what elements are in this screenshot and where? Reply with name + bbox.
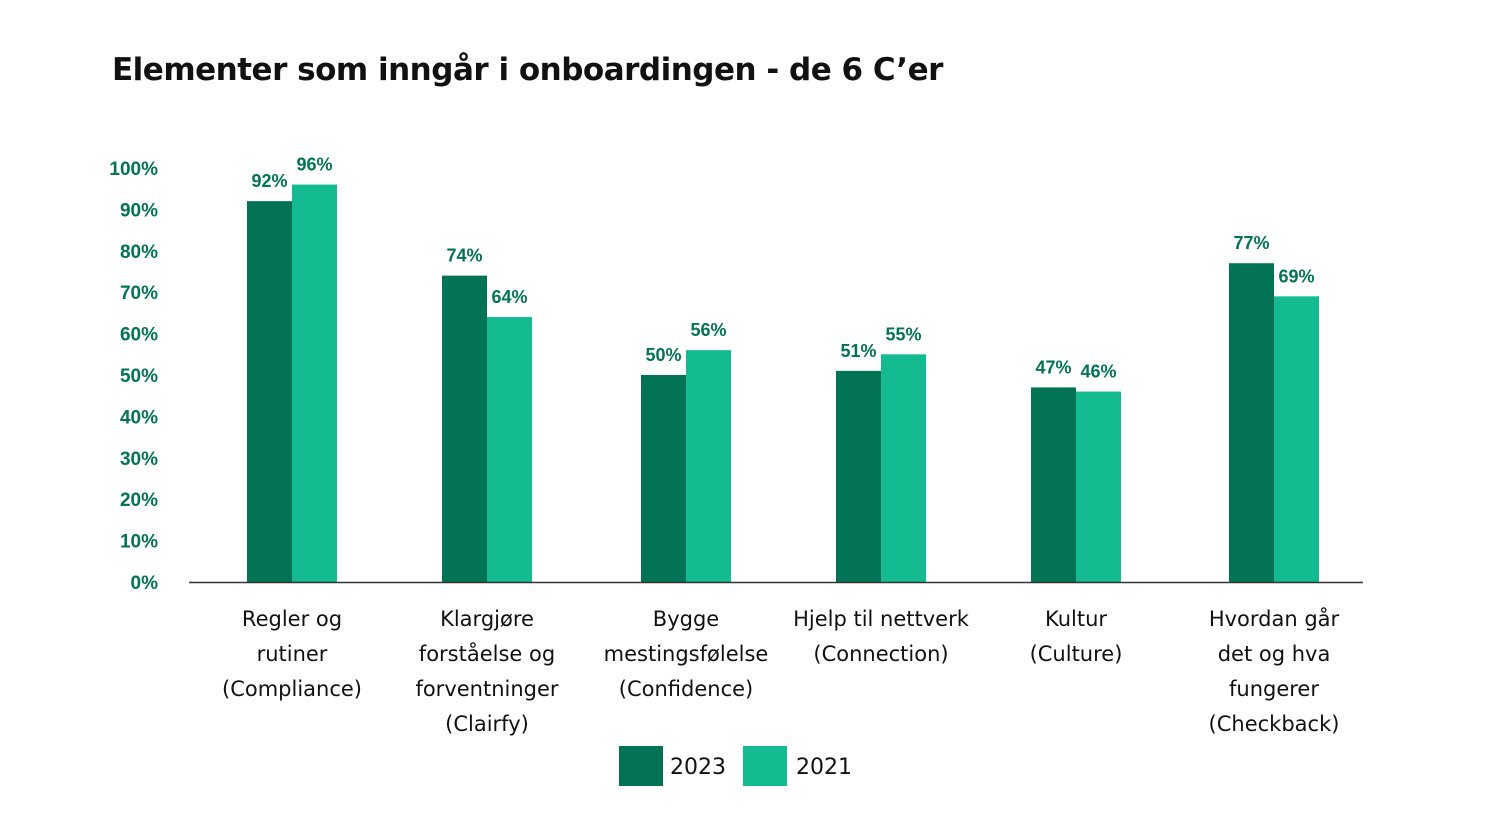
y-tick-label: 30% (120, 449, 158, 470)
category-label: Bygge mestingsfølelse (Confidence) (604, 607, 769, 701)
bar-2023-2 (641, 375, 686, 582)
bar-2023-1 (442, 275, 487, 582)
category-label-line: Kultur (1045, 607, 1107, 631)
bar-2023-5 (1229, 263, 1274, 582)
category-label-line: forståelse og (419, 641, 555, 666)
y-tick-label: 20% (120, 490, 158, 511)
y-axis-ticks: 0% 10% 20% 30% 40% 50% 60% 70% 80% 90% 100% (109, 159, 158, 594)
bar-2023-4 (1031, 387, 1076, 582)
data-label: 56% (690, 320, 726, 340)
y-tick-label: 80% (120, 242, 158, 263)
data-label: 50% (645, 345, 681, 365)
category-label: Hvordan går det og hva fungerer (Checkback) (1209, 606, 1340, 736)
y-tick-label: 40% (120, 407, 158, 428)
category-label: Klargjøre forståelse og forventninger (Clai… (415, 607, 558, 736)
category-label-line: Regler og (242, 607, 342, 631)
data-label: 55% (885, 324, 921, 344)
data-label: 92% (251, 171, 287, 191)
legend-label: 2023 (670, 755, 726, 780)
y-tick-label: 100% (109, 159, 158, 180)
category-label-line: (Clairfy) (445, 712, 529, 736)
category-label: Regler og rutiner (Compliance) (222, 607, 362, 701)
category-label-line: rutiner (257, 642, 328, 666)
data-label: 64% (491, 287, 527, 307)
bar-2023-3 (836, 370, 881, 582)
bar-2021-3 (881, 354, 926, 582)
bar-2021-1 (487, 317, 532, 582)
y-tick-label: 10% (120, 532, 158, 553)
category-label-line: (Compliance) (222, 677, 362, 701)
category-labels: Regler og rutiner (Compliance) Klargjøre for… (222, 606, 1340, 736)
category-label-line: det og hva (1218, 642, 1331, 666)
category-label-line: Klargjøre (440, 607, 534, 631)
category-label-line: forventninger (415, 677, 558, 701)
category-label: Kultur (Culture) (1030, 607, 1123, 666)
data-label: 46% (1080, 362, 1116, 382)
legend-swatch-2023 (619, 746, 663, 786)
data-labels: 92% 74% 50% 51% 47% 77% 96% 64% 56% 55% 46% 69% (251, 155, 1314, 382)
category-label-line: Bygge (653, 607, 719, 631)
category-label-line: fungerer (1229, 677, 1319, 701)
bar-2021-0 (292, 184, 337, 582)
category-label-line: (Checkback) (1209, 712, 1340, 736)
y-tick-label: 50% (120, 366, 158, 387)
legend-swatch-2021 (743, 746, 787, 786)
data-label: 77% (1233, 233, 1269, 253)
category-label-line: Hvordan går (1209, 606, 1340, 631)
category-label: Hjelp til nettverk (Connection) (793, 607, 970, 666)
y-tick-label: 70% (120, 283, 158, 304)
category-label-line: (Culture) (1030, 642, 1123, 666)
legend: 2023 2021 (619, 746, 852, 786)
category-label-line: (Confidence) (619, 677, 753, 701)
legend-label: 2021 (796, 755, 852, 780)
data-label: 51% (840, 341, 876, 361)
y-tick-label: 60% (120, 325, 158, 346)
y-tick-label: 90% (120, 200, 158, 221)
bar-2021-2 (686, 350, 731, 582)
chart-title: Elementer som inngår i onboardingen - de… (112, 52, 943, 88)
category-label-line: mestingsfølelse (604, 642, 769, 666)
bar-2023-0 (247, 201, 292, 582)
y-tick-label: 0% (131, 573, 159, 594)
data-label: 96% (296, 155, 332, 175)
category-label-line: Hjelp til nettverk (793, 607, 970, 631)
data-label: 74% (446, 246, 482, 266)
data-label: 69% (1278, 266, 1314, 286)
bar-2021-5 (1274, 296, 1319, 582)
category-label-line: (Connection) (813, 642, 948, 666)
bar-2021-4 (1076, 391, 1121, 582)
bars (247, 184, 1319, 582)
data-label: 47% (1035, 357, 1071, 377)
